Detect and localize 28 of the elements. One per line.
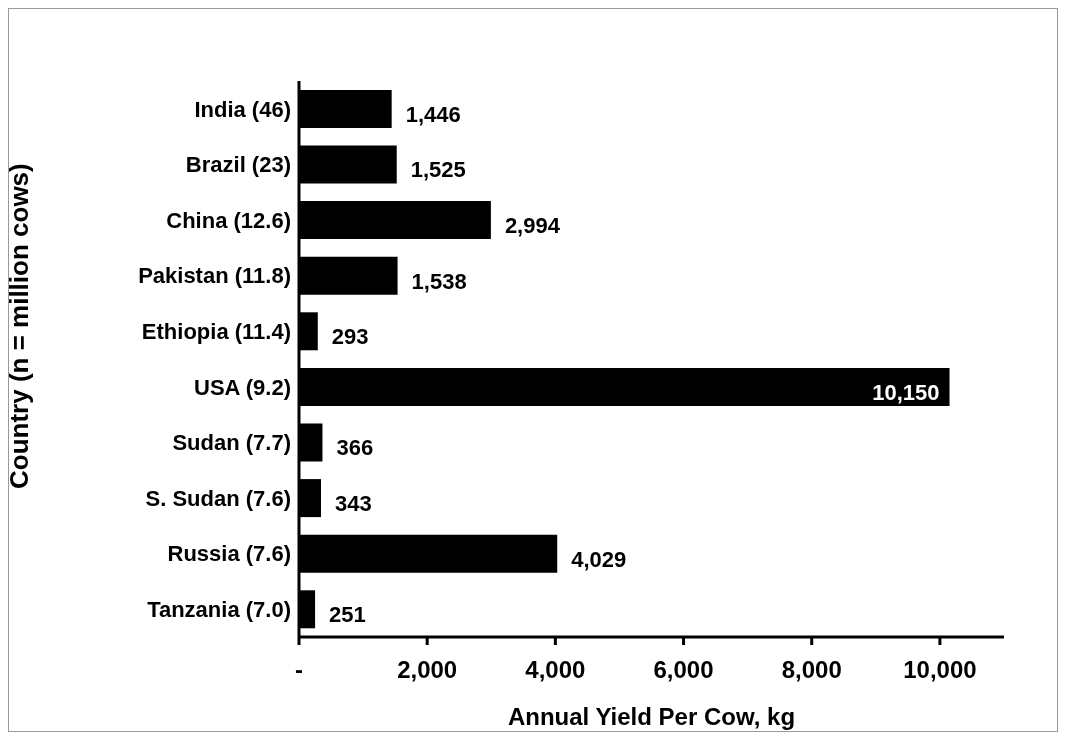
data-label: 293 <box>331 324 369 350</box>
data-label: 1,525 <box>410 157 466 183</box>
y-axis-title: Country (n = million cows) <box>4 163 35 489</box>
y-tick-label: Tanzania (7.0) <box>147 597 291 623</box>
y-tick-label: India (46) <box>194 96 291 122</box>
y-tick-label: China (12.6) <box>166 207 291 233</box>
y-tick-label: Pakistan (11.8) <box>138 263 291 289</box>
y-tick-label: Brazil (23) <box>185 152 291 178</box>
data-label: 251 <box>329 602 366 628</box>
y-tick-label: Russia (7.6) <box>167 541 291 567</box>
data-label: 343 <box>334 491 372 517</box>
x-tick-label: - <box>295 656 303 684</box>
data-label: 4,029 <box>571 546 627 572</box>
x-tick-label: 8,000 <box>781 656 842 684</box>
y-tick-label: USA (9.2) <box>194 374 291 400</box>
data-label: 1,446 <box>405 101 461 127</box>
data-label: 2,994 <box>504 213 561 239</box>
y-tick-label: S. Sudan (7.6) <box>145 485 291 511</box>
y-tick-label: Ethiopia (11.4) <box>141 319 291 345</box>
data-label: 1,538 <box>411 268 467 294</box>
x-tick-label: 10,000 <box>903 656 977 684</box>
x-tick-label: 2,000 <box>397 656 458 684</box>
data-label: 366 <box>336 435 374 461</box>
x-tick-label: 4,000 <box>525 656 586 684</box>
x-tick-label: 6,000 <box>653 656 714 684</box>
data-label: 10,150 <box>872 379 940 405</box>
y-tick-label: Sudan (7.7) <box>172 430 291 456</box>
x-axis-title: Annual Yield Per Cow, kg <box>507 703 796 730</box>
